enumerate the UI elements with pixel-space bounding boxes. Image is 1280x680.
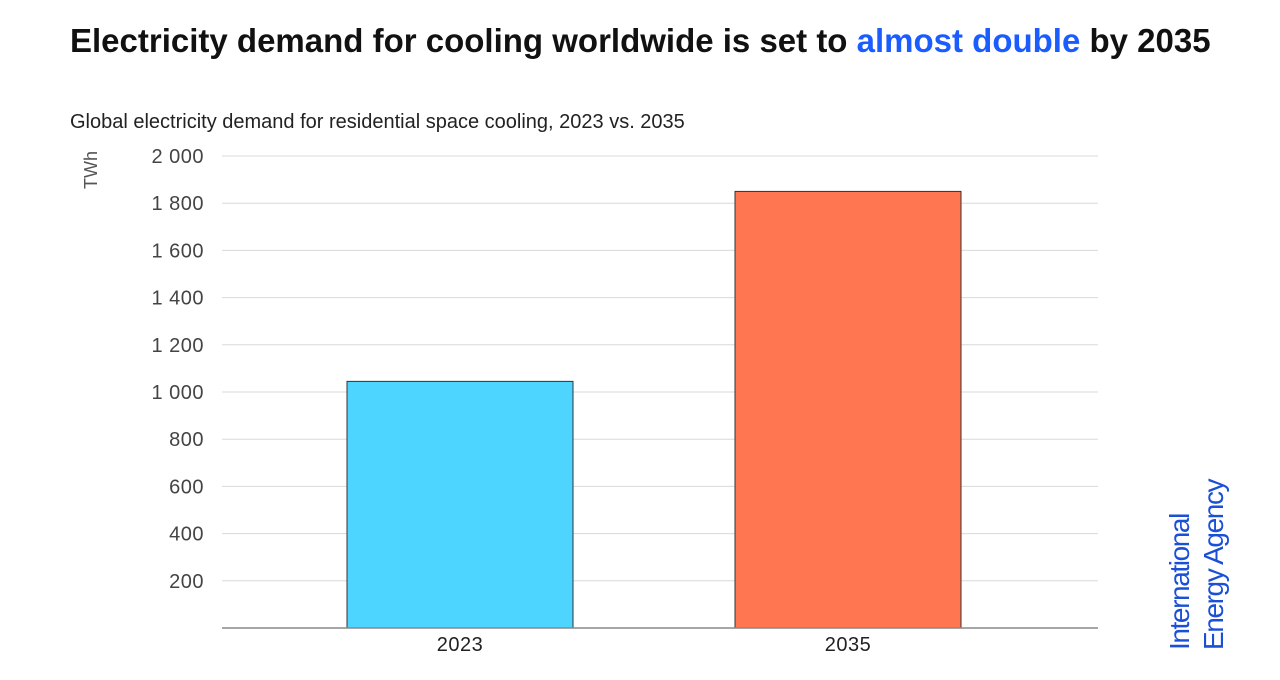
x-tick-label: 2035 bbox=[825, 634, 872, 656]
y-tick-label: 1 000 bbox=[151, 382, 204, 404]
bar-2035 bbox=[734, 190, 962, 629]
bar-2023 bbox=[346, 380, 574, 629]
logo-line2: Energy Agency bbox=[1198, 479, 1229, 650]
title-part1: Electricity demand for cooling worldwide… bbox=[70, 22, 857, 59]
title-part2: by 2035 bbox=[1080, 22, 1211, 59]
iea-logo: International Energy Agency bbox=[1163, 480, 1231, 650]
title-highlight: almost double bbox=[856, 22, 1081, 59]
y-tick-label: 2 000 bbox=[151, 146, 204, 168]
y-tick-label: 200 bbox=[169, 571, 204, 593]
y-tick-label: 800 bbox=[169, 429, 204, 451]
y-tick-label: 600 bbox=[169, 476, 204, 498]
y-axis-label: TWh bbox=[81, 151, 101, 189]
chart-subtitle: Global electricity demand for residentia… bbox=[70, 111, 685, 133]
y-tick-label: 1 200 bbox=[151, 335, 204, 357]
chart-title: Electricity demand for cooling worldwide… bbox=[70, 24, 1250, 57]
y-tick-label: 1 800 bbox=[151, 193, 204, 215]
x-tick-label: 2023 bbox=[437, 634, 484, 656]
y-tick-label: 1 400 bbox=[151, 288, 204, 310]
y-tick-label: 400 bbox=[169, 524, 204, 546]
logo-line1: International bbox=[1164, 514, 1195, 650]
y-tick-label: 1 600 bbox=[151, 240, 204, 262]
